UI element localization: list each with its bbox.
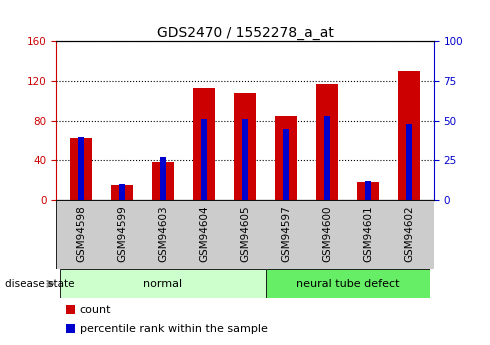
Title: GDS2470 / 1552278_a_at: GDS2470 / 1552278_a_at	[157, 26, 333, 40]
Text: GSM94600: GSM94600	[322, 206, 332, 262]
Bar	[406, 124, 412, 200]
Bar	[275, 116, 297, 200]
Bar	[398, 71, 420, 200]
Text: count: count	[80, 305, 111, 315]
Bar	[357, 182, 379, 200]
Text: percentile rank within the sample: percentile rank within the sample	[80, 324, 268, 334]
Bar	[119, 184, 125, 200]
Bar	[111, 185, 133, 200]
Bar	[56, 200, 434, 269]
Text: GSM94603: GSM94603	[158, 206, 168, 262]
Bar	[78, 137, 84, 200]
Bar	[160, 157, 166, 200]
Bar	[66, 305, 75, 314]
Text: GSM94604: GSM94604	[199, 206, 209, 262]
Text: GSM94601: GSM94601	[363, 206, 373, 262]
Bar	[201, 119, 207, 200]
Bar	[152, 162, 174, 200]
Bar	[365, 181, 371, 200]
Text: GSM94599: GSM94599	[117, 206, 127, 262]
Bar	[283, 129, 289, 200]
Bar	[324, 116, 330, 200]
Text: disease state: disease state	[5, 279, 74, 289]
Text: GSM94605: GSM94605	[240, 206, 250, 262]
Bar	[316, 84, 338, 200]
Text: normal: normal	[144, 279, 183, 289]
Text: neural tube defect: neural tube defect	[296, 279, 399, 289]
Bar	[242, 119, 248, 200]
Bar	[193, 88, 215, 200]
Bar	[234, 93, 256, 200]
Bar	[70, 138, 92, 200]
Bar	[66, 324, 75, 333]
Text: GSM94602: GSM94602	[404, 206, 414, 262]
Text: GSM94597: GSM94597	[281, 206, 291, 262]
Text: GSM94598: GSM94598	[76, 206, 86, 262]
